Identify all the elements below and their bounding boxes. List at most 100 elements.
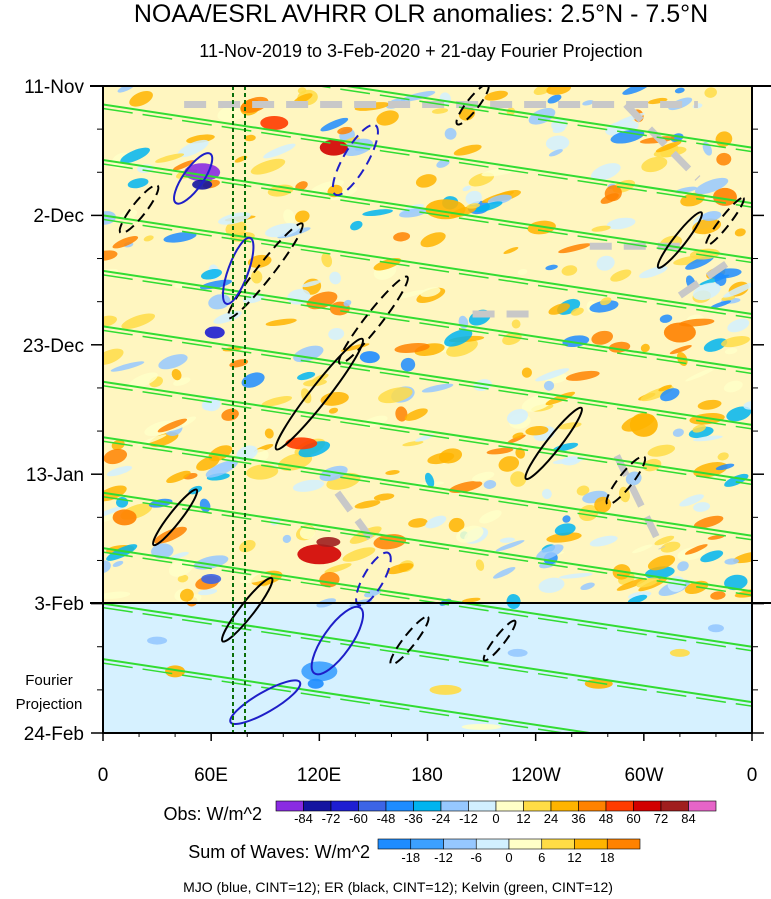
er-wave-contours — [118, 86, 745, 666]
anomaly-cell — [589, 300, 619, 313]
er-contour — [226, 222, 304, 320]
anomaly-cell — [492, 566, 516, 579]
colorbar-level-label: -18 — [401, 850, 420, 865]
anomaly-cell — [173, 377, 191, 386]
y-tick-label: 2-Dec — [33, 206, 84, 227]
anomaly-cell — [570, 307, 584, 316]
anomaly-cell — [462, 185, 471, 192]
anomaly-cell — [282, 534, 292, 543]
anomaly-cell — [420, 287, 441, 297]
anomaly-cell — [734, 588, 752, 598]
anomaly-cell — [479, 510, 502, 524]
x-tick-label: 120E — [297, 765, 341, 786]
anomaly-cell — [438, 448, 463, 464]
anomaly-cell — [420, 232, 446, 248]
anomaly-cell — [616, 577, 647, 591]
er-contour — [389, 615, 430, 666]
kelvin-contour — [315, 86, 752, 153]
colorbar-level-label: 12 — [567, 850, 581, 865]
anomaly-cell — [263, 143, 296, 159]
anomaly-cell — [456, 525, 484, 543]
anomaly-cell — [103, 348, 124, 366]
anomaly-cell — [246, 464, 279, 480]
anomaly-cell — [498, 456, 520, 472]
colorbar-swatch — [413, 800, 442, 812]
anomaly-cell — [221, 408, 239, 421]
anomaly-cell — [647, 444, 676, 457]
anomaly-cell — [610, 269, 632, 282]
anomaly-cell — [511, 319, 521, 329]
anomaly-cell — [610, 129, 645, 144]
anomaly-cell — [724, 558, 739, 565]
colorbar-level-label: 48 — [599, 811, 613, 826]
anomaly-cell — [474, 201, 503, 213]
anomaly-cell — [484, 90, 508, 101]
colorbar-swatch — [443, 838, 477, 850]
anomaly-cell — [672, 428, 684, 437]
er-contour — [524, 406, 583, 481]
anomaly-cell — [590, 163, 621, 181]
y-tick-label: 3-Feb — [34, 594, 84, 615]
kelvin-contour — [103, 606, 752, 707]
missing-data-strip — [677, 255, 736, 299]
mjo-contour — [173, 152, 214, 205]
colorbar-swatch — [605, 800, 634, 812]
anomaly-cell — [543, 380, 555, 391]
anomaly-cell — [373, 493, 395, 501]
colorbar-level-label: 0 — [492, 811, 499, 826]
colorbar-swatch — [688, 800, 717, 812]
anomaly-cell — [172, 160, 195, 171]
colorbar-level-label: -60 — [349, 811, 368, 826]
anomaly-cell — [103, 591, 131, 599]
projection-anomaly-region — [669, 648, 690, 657]
anomaly-cell — [295, 210, 310, 223]
anomaly-cell — [622, 86, 650, 95]
y-tick-label: 24-Feb — [24, 724, 84, 745]
colorbar-swatch — [303, 800, 332, 812]
anomaly-cell — [707, 534, 725, 540]
anomaly-cell — [726, 406, 752, 422]
y-tick-label: 23-Dec — [23, 336, 84, 357]
anomaly-cell — [710, 300, 732, 309]
anomaly-cell — [128, 372, 158, 389]
kelvin-contour — [339, 86, 752, 149]
anomaly-cell — [103, 448, 128, 465]
anomaly-cell — [404, 408, 428, 421]
anomaly-cell — [157, 418, 188, 433]
anomaly-cell — [565, 370, 600, 381]
strong-anomaly-region — [629, 412, 658, 437]
mjo-contour — [310, 605, 365, 676]
anomaly-cell — [596, 255, 615, 271]
x-tick-label: 0 — [747, 765, 758, 786]
anomaly-cell — [408, 518, 428, 528]
kelvin-contour — [103, 385, 752, 486]
anomaly-cell — [421, 383, 454, 393]
anomaly-cell — [562, 515, 571, 523]
anomaly-cell — [693, 435, 723, 442]
kelvin-contour — [103, 440, 752, 541]
mjo-contour — [331, 123, 379, 197]
anomaly-cell — [402, 440, 424, 447]
anomaly-cell — [559, 572, 593, 579]
anomaly-cell — [721, 336, 750, 348]
anomaly-cell — [103, 250, 118, 261]
colorbar-level-label: 60 — [626, 811, 640, 826]
colorbar-level-label: -84 — [294, 811, 313, 826]
projection-anomaly-region — [461, 723, 502, 730]
anomaly-cell — [545, 391, 576, 406]
anomaly-cell — [393, 232, 411, 242]
anomaly-cell — [225, 220, 247, 237]
anomaly-cell — [431, 108, 449, 114]
colorbar-swatch — [377, 838, 412, 850]
anomaly-cell — [244, 134, 256, 142]
kelvin-contour — [103, 662, 569, 733]
kelvin-contour — [103, 325, 752, 426]
anomaly-cell — [166, 470, 191, 484]
anomaly-cell — [576, 485, 590, 496]
anomaly-cell — [111, 439, 125, 450]
colorbar-swatch — [330, 800, 359, 812]
anomaly-cell — [521, 394, 554, 412]
anomaly-cell — [693, 502, 711, 512]
colorbar-swatch — [541, 838, 575, 850]
anomaly-cell — [533, 86, 551, 96]
